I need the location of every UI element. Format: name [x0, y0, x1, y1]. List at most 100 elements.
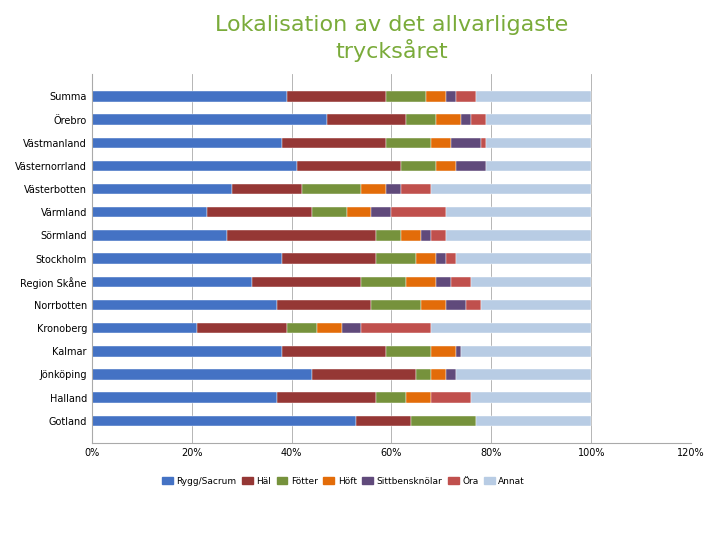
Bar	[91, 253, 282, 264]
Bar	[462, 114, 472, 125]
Bar	[487, 114, 591, 125]
Bar	[91, 230, 227, 241]
Bar	[416, 369, 431, 380]
Bar	[91, 161, 591, 171]
Bar	[446, 207, 591, 218]
Bar	[91, 369, 312, 380]
Bar	[232, 184, 302, 194]
Bar	[456, 346, 462, 356]
Bar	[91, 184, 591, 194]
Bar	[451, 138, 482, 148]
Bar	[436, 161, 456, 171]
Bar	[276, 393, 377, 403]
Bar	[327, 114, 407, 125]
Bar	[361, 276, 407, 287]
Bar	[91, 91, 591, 102]
Bar	[361, 323, 431, 333]
Bar	[91, 323, 591, 333]
Bar	[402, 161, 436, 171]
Bar	[421, 300, 446, 310]
Bar	[431, 138, 451, 148]
Bar	[456, 91, 477, 102]
Bar	[377, 230, 402, 241]
Bar	[482, 138, 487, 148]
Bar	[287, 91, 387, 102]
Bar	[477, 91, 591, 102]
Bar	[372, 207, 392, 218]
Bar	[402, 230, 421, 241]
Bar	[91, 138, 591, 148]
Bar	[482, 300, 591, 310]
Bar	[407, 114, 436, 125]
Bar	[312, 207, 346, 218]
Bar	[91, 184, 232, 194]
Bar	[446, 300, 467, 310]
Bar	[91, 300, 276, 310]
Bar	[276, 300, 372, 310]
Bar	[456, 369, 591, 380]
Bar	[431, 393, 472, 403]
Bar	[407, 276, 436, 287]
Bar	[297, 161, 402, 171]
Title: Lokalisation av det allvarligaste
trycksåret: Lokalisation av det allvarligaste trycks…	[215, 15, 568, 62]
Bar	[91, 161, 297, 171]
Bar	[251, 276, 361, 287]
Bar	[341, 323, 361, 333]
Bar	[387, 91, 426, 102]
Bar	[282, 138, 387, 148]
Bar	[436, 276, 451, 287]
Bar	[91, 393, 591, 403]
Bar	[387, 184, 402, 194]
Bar	[416, 253, 436, 264]
Bar	[361, 184, 387, 194]
Bar	[407, 393, 431, 403]
Bar	[436, 114, 462, 125]
Legend: Rygg/Sacrum, Häl, Fötter, Höft, Sittbensknölar, Öra, Annat: Rygg/Sacrum, Häl, Fötter, Höft, Sittbens…	[158, 473, 528, 489]
Bar	[207, 207, 312, 218]
Bar	[282, 253, 377, 264]
Bar	[436, 253, 446, 264]
Bar	[91, 346, 282, 356]
Bar	[431, 230, 446, 241]
Bar	[91, 207, 591, 218]
Bar	[421, 230, 431, 241]
Bar	[91, 369, 591, 380]
Bar	[302, 184, 361, 194]
Bar	[91, 393, 276, 403]
Bar	[91, 207, 207, 218]
Bar	[91, 230, 591, 241]
Bar	[91, 276, 591, 287]
Bar	[91, 416, 356, 426]
Bar	[456, 253, 591, 264]
Bar	[472, 393, 591, 403]
Bar	[377, 393, 407, 403]
Bar	[472, 114, 487, 125]
Bar	[402, 184, 431, 194]
Bar	[467, 300, 482, 310]
Bar	[91, 300, 591, 310]
Bar	[431, 323, 591, 333]
Bar	[456, 161, 487, 171]
Bar	[477, 416, 591, 426]
Bar	[392, 207, 446, 218]
Bar	[91, 276, 251, 287]
Bar	[197, 323, 287, 333]
Bar	[451, 276, 472, 287]
Bar	[91, 323, 197, 333]
Bar	[91, 416, 591, 426]
Bar	[487, 161, 591, 171]
Bar	[487, 138, 591, 148]
Bar	[426, 91, 446, 102]
Bar	[377, 253, 416, 264]
Bar	[411, 416, 477, 426]
Bar	[91, 253, 591, 264]
Bar	[356, 416, 411, 426]
Bar	[287, 323, 317, 333]
Bar	[446, 369, 456, 380]
Bar	[446, 230, 591, 241]
Bar	[91, 346, 591, 356]
Bar	[462, 346, 591, 356]
Bar	[91, 138, 282, 148]
Bar	[282, 346, 387, 356]
Bar	[91, 91, 287, 102]
